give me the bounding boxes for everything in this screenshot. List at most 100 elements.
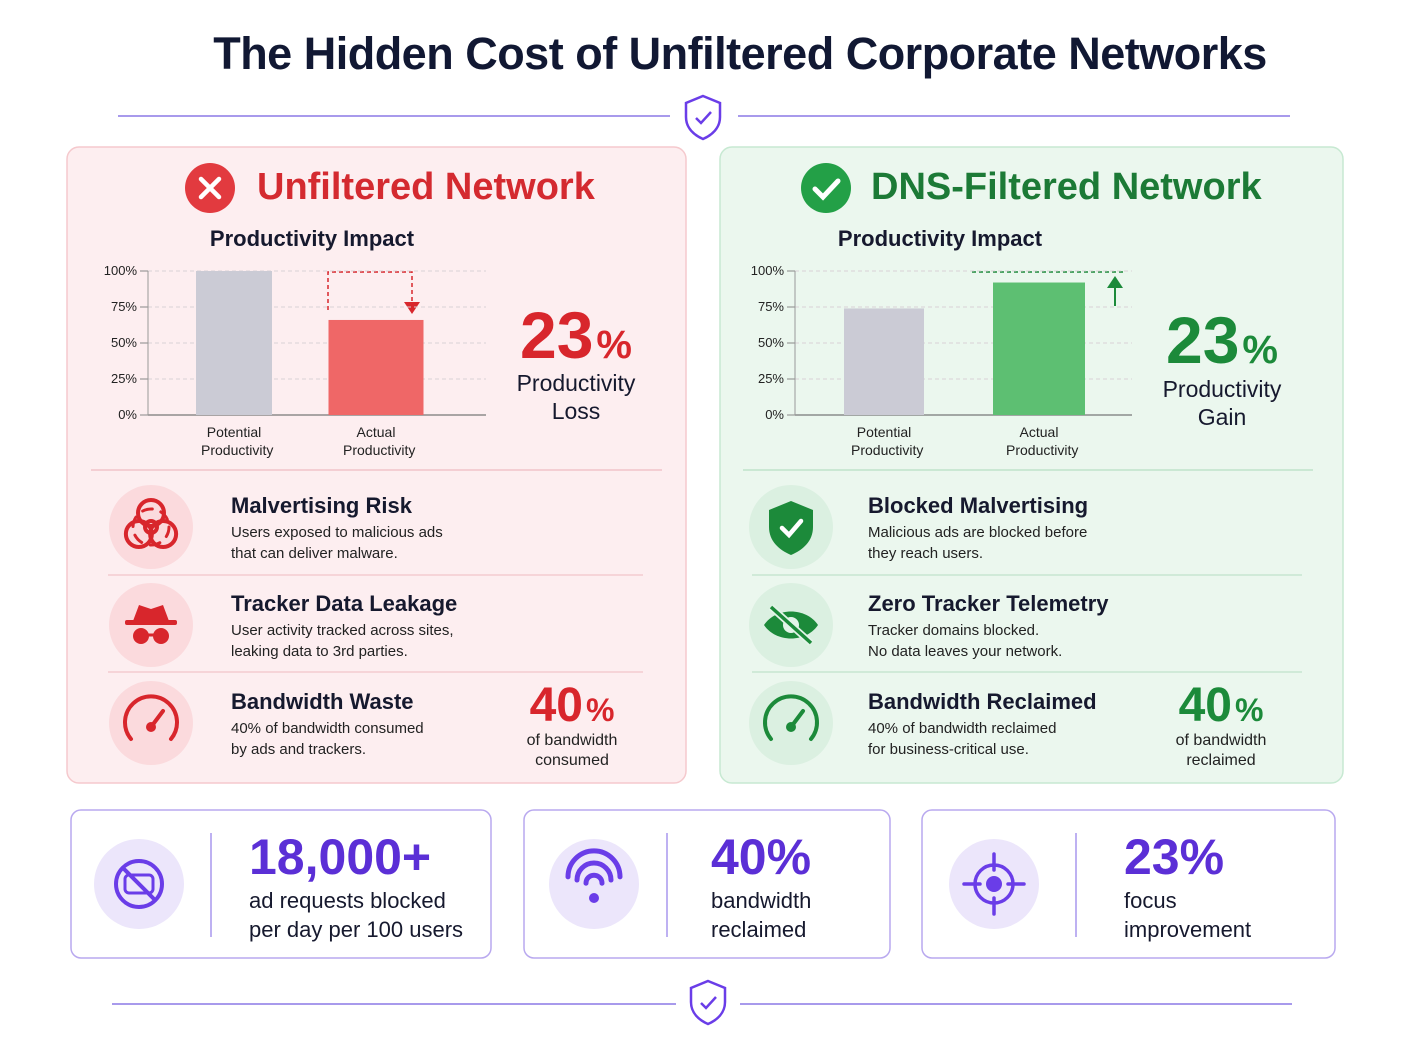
- spy-icon: [125, 605, 177, 644]
- icon-part: [763, 694, 819, 741]
- y-tick-label: 50%: [110, 335, 137, 350]
- item-title: Bandwidth Reclaimed: [868, 689, 1097, 714]
- x-tick-label: Potential Productivity: [201, 424, 274, 458]
- annotation-arrow: [327, 271, 413, 310]
- x-tick-label: Actual Productivity: [1006, 424, 1079, 458]
- item-stat: 40%: [482, 678, 662, 745]
- stat-label: Productivity: [516, 370, 636, 396]
- y-tick-label: 25%: [757, 371, 784, 386]
- item-stat-label: reclaimed: [1186, 752, 1256, 769]
- item-desc: 40% of bandwidth reclaimed: [868, 720, 1057, 737]
- gauge-icon: [123, 694, 179, 741]
- y-tick-label: 100%: [103, 263, 137, 278]
- icon-part: [962, 852, 1026, 916]
- y-tick-label: 75%: [757, 299, 784, 314]
- bar: [993, 282, 1085, 415]
- icon-part: [769, 501, 813, 555]
- item-stat-unit: %: [585, 692, 615, 728]
- biohazard-icon: [123, 498, 179, 549]
- bar: [844, 308, 924, 415]
- y-tick-label: 100%: [750, 263, 784, 278]
- stat-card-desc: reclaimed: [711, 917, 807, 942]
- stat-card-desc: improvement: [1124, 917, 1252, 942]
- stat-card-value: 18,000+: [249, 829, 432, 885]
- item-stat-label: of bandwidth: [1175, 732, 1267, 749]
- stat-label: Gain: [1197, 404, 1247, 430]
- stat-value: 23: [1166, 303, 1240, 377]
- item-desc: 40% of bandwidth consumed: [231, 720, 424, 737]
- stat-card: [70, 809, 492, 959]
- item-desc: that can deliver malware.: [231, 545, 398, 562]
- item-desc: leaking data to 3rd parties.: [231, 643, 408, 660]
- item-desc: Tracker domains blocked.: [868, 622, 1040, 639]
- icon-part: [121, 866, 157, 902]
- gauge-icon: [763, 694, 819, 741]
- annotation-arrow: [404, 302, 420, 314]
- item-stat-label: consumed: [535, 752, 609, 769]
- item-title: Blocked Malvertising: [868, 493, 1089, 518]
- icon-part: [133, 605, 169, 621]
- shield-icon: [689, 979, 727, 1026]
- stat: 23%: [456, 300, 696, 389]
- icon-part: [801, 163, 851, 213]
- stat-card-desc: ad requests blocked: [249, 888, 446, 913]
- stat-unit: %: [1242, 328, 1278, 372]
- x-circle-icon: [185, 163, 235, 213]
- stat-label: Loss: [551, 398, 601, 424]
- stat-unit: %: [596, 323, 632, 367]
- ad-block-icon: [114, 859, 164, 909]
- stat-card-value: 40%: [711, 829, 812, 885]
- panel-heading: DNS-Filtered Network: [871, 166, 1262, 208]
- stat-value: 23: [520, 298, 594, 372]
- icon-part: [114, 859, 164, 909]
- item-desc: User activity tracked across sites,: [231, 622, 454, 639]
- chart-title: Productivity Impact: [209, 226, 415, 251]
- stat-card: [921, 809, 1336, 959]
- item-desc: Malicious ads are blocked before: [868, 524, 1088, 541]
- icon-part: [146, 722, 156, 732]
- bar: [196, 271, 272, 415]
- icon-part: [565, 848, 623, 880]
- item-title: Bandwidth Waste: [231, 689, 414, 714]
- icon-part: [123, 873, 155, 895]
- stat-card-value: 23%: [1124, 829, 1225, 885]
- panel-heading: Unfiltered Network: [257, 166, 595, 208]
- x-tick-label: Potential Productivity: [851, 424, 924, 458]
- x-tick-label: Actual Productivity: [343, 424, 416, 458]
- icon-part: [769, 605, 813, 645]
- stat-label: Productivity: [1162, 376, 1282, 402]
- eye-slash-icon: [764, 604, 818, 646]
- item-desc: Users exposed to malicious ads: [231, 524, 443, 541]
- item-stat-value: 40: [529, 679, 583, 732]
- bar: [328, 319, 424, 415]
- panel-bg: [719, 146, 1344, 784]
- y-tick-label: 50%: [757, 335, 784, 350]
- icon-part: [153, 628, 169, 644]
- page-title: The Hidden Cost of Unfiltered Corporate …: [213, 28, 1267, 79]
- icon-part: [131, 507, 171, 547]
- icon-part: [198, 176, 222, 200]
- y-tick-label: 25%: [110, 371, 137, 386]
- y-tick-label: 0%: [765, 407, 784, 422]
- stat-card-desc: focus: [1124, 888, 1177, 913]
- item-stat-unit: %: [1234, 692, 1264, 728]
- icon-part: [779, 518, 804, 539]
- item-desc: they reach users.: [868, 545, 984, 562]
- stat-card-desc: per day per 100 users: [249, 917, 464, 942]
- icon-part: [574, 860, 614, 883]
- target-icon: [962, 852, 1026, 916]
- icon-part: [589, 893, 599, 903]
- check-circle-icon: [801, 163, 851, 213]
- annotation-arrow: [1107, 276, 1123, 288]
- item-title: Malvertising Risk: [231, 493, 412, 518]
- y-tick-label: 0%: [118, 407, 137, 422]
- stat-card-desc: bandwidth: [711, 888, 812, 913]
- icon-part: [133, 628, 149, 644]
- item-title: Zero Tracker Telemetry: [868, 591, 1109, 616]
- item-stat-value: 40: [1178, 679, 1232, 732]
- chart-title: Productivity Impact: [837, 226, 1043, 251]
- icon-part: [123, 694, 179, 741]
- item-desc: for business-critical use.: [868, 741, 1029, 758]
- stat: 23%: [1102, 305, 1342, 394]
